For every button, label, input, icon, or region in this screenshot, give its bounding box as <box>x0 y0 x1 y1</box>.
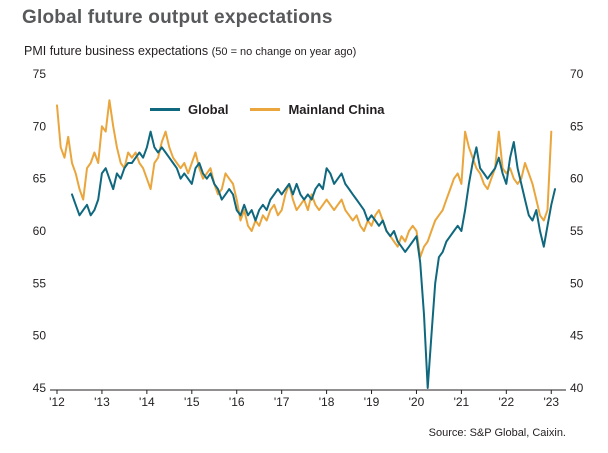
svg-text:55: 55 <box>570 224 584 238</box>
svg-text:'20: '20 <box>409 395 425 409</box>
svg-text:45: 45 <box>33 381 47 395</box>
chart-title: Global future output expectations <box>22 7 333 28</box>
chart-subtitle: PMI future business expectations (50 = n… <box>24 44 356 58</box>
svg-text:'18: '18 <box>319 395 335 409</box>
svg-text:'15: '15 <box>184 395 200 409</box>
legend-label-global: Global <box>188 102 229 117</box>
svg-text:45: 45 <box>570 329 584 343</box>
chart-subtitle-text: PMI future business expectations <box>24 44 212 58</box>
svg-text:40: 40 <box>570 381 584 395</box>
legend-swatch-global <box>150 108 180 111</box>
svg-text:'22: '22 <box>499 395 515 409</box>
svg-text:70: 70 <box>570 67 584 81</box>
source-note: Source: S&P Global, Caixin. <box>428 427 566 439</box>
svg-text:65: 65 <box>33 172 47 186</box>
svg-text:55: 55 <box>33 276 47 290</box>
svg-text:'14: '14 <box>139 395 155 409</box>
svg-text:'12: '12 <box>49 395 65 409</box>
svg-text:65: 65 <box>570 119 584 133</box>
series-line-global <box>71 130 556 389</box>
svg-text:'19: '19 <box>364 395 380 409</box>
chart-legend: Global Mainland China <box>150 102 407 117</box>
svg-text:75: 75 <box>33 67 47 81</box>
svg-text:'21: '21 <box>454 395 470 409</box>
svg-text:50: 50 <box>33 329 47 343</box>
svg-text:60: 60 <box>33 224 47 238</box>
chart-subtitle-note: (50 = no change on year ago) <box>211 46 357 58</box>
svg-text:'23: '23 <box>543 395 559 409</box>
legend-label-china: Mainland China <box>288 102 385 117</box>
svg-text:60: 60 <box>570 172 584 186</box>
svg-text:'16: '16 <box>229 395 245 409</box>
svg-text:70: 70 <box>33 119 47 133</box>
svg-text:'13: '13 <box>94 395 110 409</box>
legend-swatch-china <box>250 108 281 111</box>
svg-text:50: 50 <box>570 276 584 290</box>
svg-text:'17: '17 <box>274 395 290 409</box>
series-line-mainland-china <box>56 99 553 259</box>
